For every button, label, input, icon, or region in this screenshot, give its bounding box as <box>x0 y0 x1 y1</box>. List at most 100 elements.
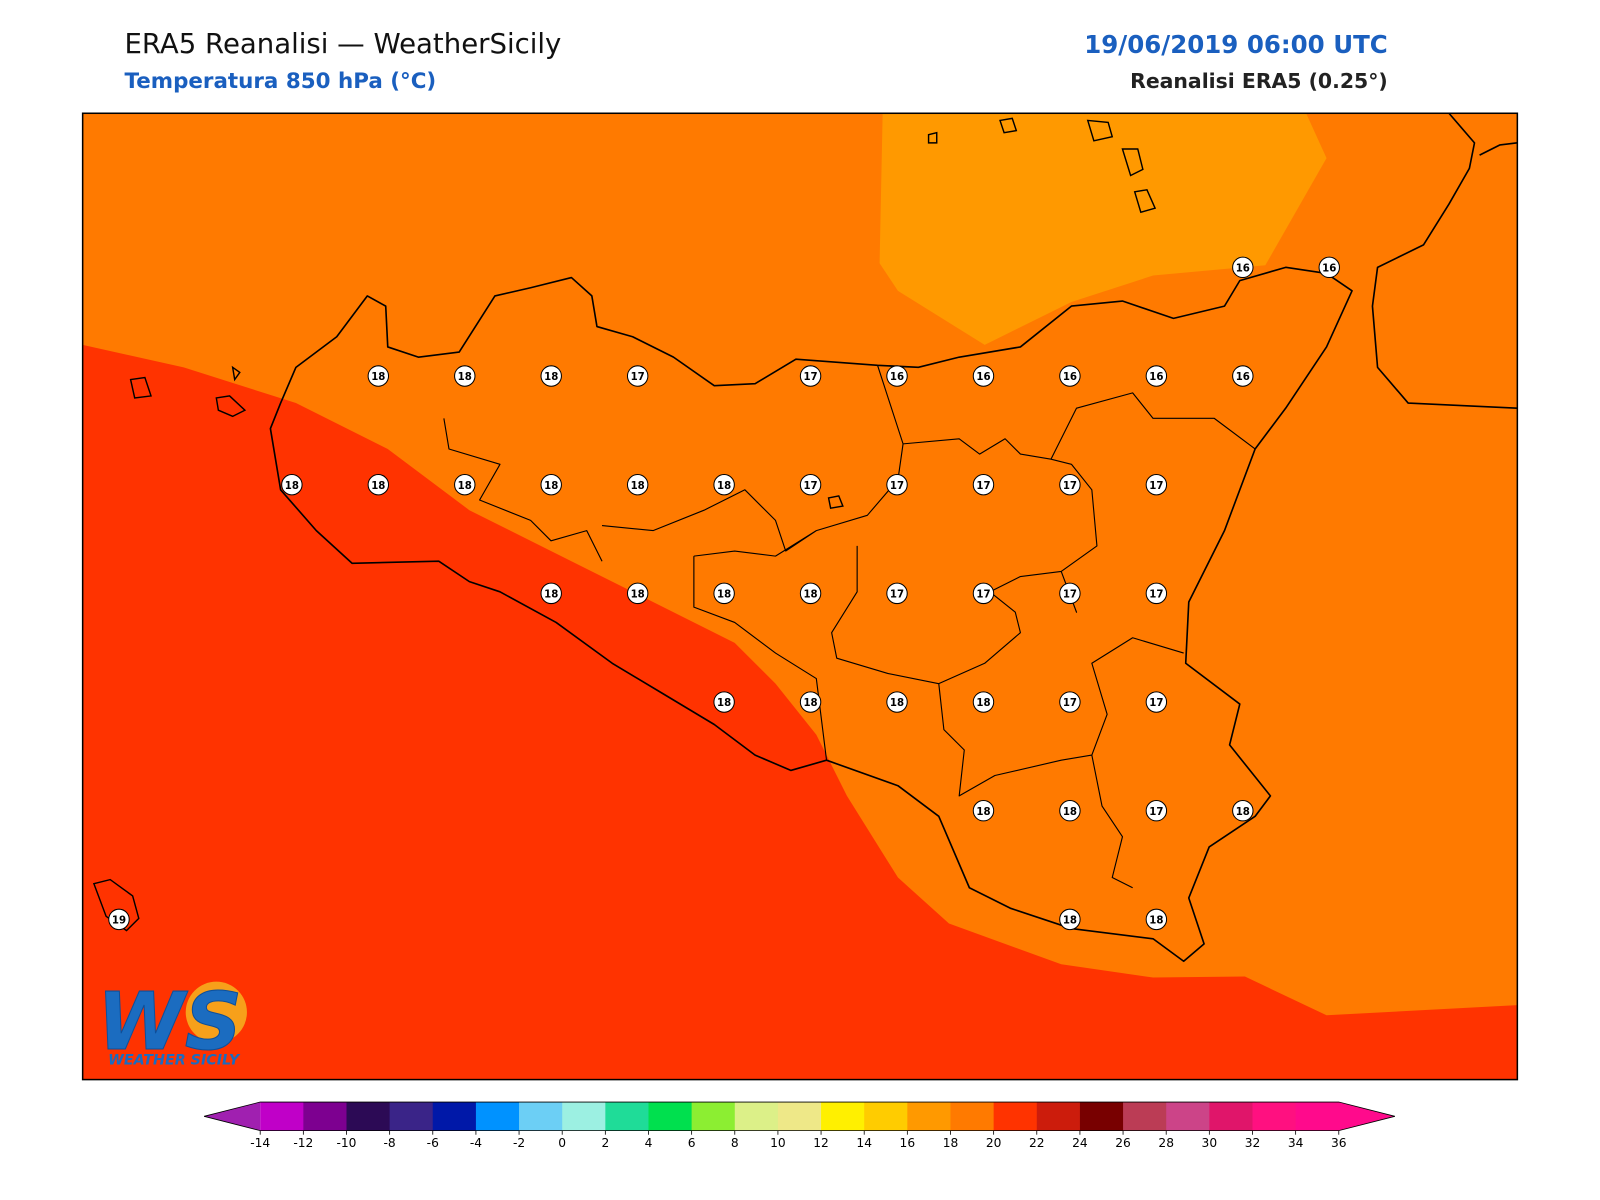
colorbar-tick-label: 16 <box>900 1136 916 1150</box>
grid-value: 18 <box>803 698 817 709</box>
grid-value: 18 <box>1149 915 1163 926</box>
colorbar-tick-label: 26 <box>1115 1136 1131 1150</box>
grid-point <box>1145 582 1168 605</box>
grid-value: 18 <box>285 481 299 492</box>
grid-point <box>799 365 822 387</box>
colorbar-cell <box>691 1102 736 1131</box>
colorbar-cell <box>1166 1102 1210 1131</box>
grid-value: 18 <box>717 481 731 492</box>
grid-value: 18 <box>631 481 645 492</box>
grid-value: 17 <box>1149 698 1163 709</box>
colorbar-cell <box>605 1102 649 1131</box>
temperature-band <box>879 113 1327 345</box>
grid-value: 18 <box>371 481 385 492</box>
grid-point <box>626 473 649 496</box>
grid-point <box>972 473 995 496</box>
grid-value: 18 <box>544 589 558 600</box>
grid-value: 17 <box>1149 481 1163 492</box>
grid-value: 18 <box>458 372 472 383</box>
title: ERA5 Reanalisi — WeatherSicily <box>124 28 561 60</box>
grid-point <box>1059 473 1081 496</box>
grid-value: 18 <box>1236 807 1250 818</box>
grid-point <box>1059 691 1081 713</box>
colorbar-cell <box>519 1102 563 1131</box>
grid-point <box>799 691 822 713</box>
grid-value: 17 <box>631 372 645 383</box>
grid-value: 16 <box>1149 372 1163 383</box>
grid-value: 17 <box>1063 481 1077 492</box>
grid-point <box>1145 691 1168 713</box>
grid-point <box>1059 800 1081 822</box>
colorbar-cell <box>993 1102 1038 1131</box>
colorbar-cell <box>260 1102 304 1131</box>
grid-value: 18 <box>1063 915 1077 926</box>
map <box>82 113 1518 1080</box>
grid-value: 18 <box>1063 807 1077 818</box>
grid-point <box>799 582 822 605</box>
logo-sun <box>185 981 247 1043</box>
colorbar-tick-label: 18 <box>943 1136 959 1150</box>
grid-value: 16 <box>976 372 990 383</box>
grid-value: 18 <box>890 698 904 709</box>
colorbar-tick-label: 22 <box>1029 1136 1045 1150</box>
colorbar-tick-label: 32 <box>1245 1136 1261 1150</box>
grid-point <box>1059 908 1081 931</box>
grid-value: 16 <box>890 372 904 383</box>
grid-point <box>454 365 476 387</box>
map-frame <box>81 112 1519 1081</box>
grid-point <box>540 582 562 605</box>
grid-point <box>1318 256 1340 279</box>
grid-point <box>367 473 390 496</box>
colorbar-cell <box>734 1102 779 1131</box>
grid-value: 17 <box>1063 698 1077 709</box>
grid-point <box>886 691 908 713</box>
grid-point <box>1145 365 1168 387</box>
grid-value: 19 <box>112 915 126 926</box>
colorbar-cell <box>1123 1102 1167 1131</box>
grid-point <box>713 582 735 605</box>
grid-point <box>1059 365 1081 387</box>
grid-value: 16 <box>1063 372 1077 383</box>
grid-value: 18 <box>371 372 385 383</box>
grid-point <box>972 800 995 822</box>
grid-point <box>1145 473 1168 496</box>
grid-value: 17 <box>1149 589 1163 600</box>
colorbar-tick-label: -12 <box>293 1136 313 1150</box>
colorbar-tick-label: 12 <box>813 1136 829 1150</box>
grid-point <box>886 582 908 605</box>
grid-point <box>540 473 562 496</box>
province-border <box>443 365 1256 889</box>
colorbar-over <box>1338 1102 1395 1131</box>
grid-value: 17 <box>890 481 904 492</box>
colorbar-tick-label: -6 <box>427 1136 439 1150</box>
colorbar-cell <box>821 1102 865 1131</box>
colorbar-tick-label: 34 <box>1288 1136 1304 1150</box>
grid-point <box>1232 256 1254 279</box>
colorbar-cell <box>1036 1102 1081 1131</box>
colorbar-under <box>204 1102 261 1131</box>
logo-mark: WS <box>97 975 242 1068</box>
colorbar-cell <box>1252 1102 1297 1131</box>
grid-point <box>713 473 735 496</box>
grid-point <box>367 365 390 387</box>
colorbar-cell <box>389 1102 434 1131</box>
colorbar-cell <box>907 1102 951 1131</box>
grid-value: 18 <box>544 372 558 383</box>
grid-point <box>1145 800 1168 822</box>
grid-value: 18 <box>544 481 558 492</box>
grid-point <box>799 473 822 496</box>
logo: WS WEATHER SICILY <box>96 974 247 1068</box>
grid-point <box>626 582 649 605</box>
grid-point <box>972 365 995 387</box>
island <box>92 117 1157 932</box>
grid-point <box>886 473 908 496</box>
colorbar-tick-label: 20 <box>986 1136 1002 1150</box>
colorbar-cell <box>1209 1102 1254 1131</box>
grid-value: 18 <box>458 481 472 492</box>
colorbar-cell <box>648 1102 693 1131</box>
colorbar: -14 -12 -10 -8 -6 -4 -2 0 2 4 6 8 10 12 14 16 18 20 22 24 26… <box>203 1101 1395 1150</box>
grid-values: 16 16 18 18 18 17 17 16 16 16 16 16 18 18 18 18 18 18 17 17… <box>108 256 1340 931</box>
grid-value: 18 <box>631 589 645 600</box>
